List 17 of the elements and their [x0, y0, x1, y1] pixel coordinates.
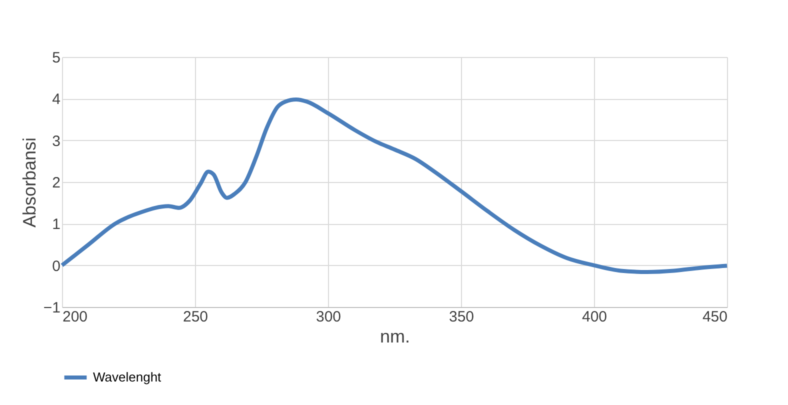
- y-tick-label: 4: [52, 91, 60, 108]
- legend-label: Wavelenght: [93, 370, 162, 384]
- x-tick-label: 300: [316, 308, 342, 326]
- x-tick-label: 450: [702, 308, 728, 326]
- y-tick-label: 1: [52, 216, 60, 234]
- x-tick-label: 350: [448, 308, 474, 326]
- x-axis-title: nm.: [380, 326, 410, 346]
- y-tick-label: −1: [43, 300, 60, 316]
- y-tick-label: 0: [52, 258, 60, 275]
- y-axis-title: Absorbansi: [19, 137, 40, 228]
- y-tick-label: 5: [52, 50, 60, 66]
- x-tick-label: 250: [182, 308, 208, 326]
- y-tick-label: 3: [52, 132, 60, 150]
- x-tick-label: 200: [62, 308, 88, 326]
- line-series: [60, 98, 729, 274]
- x-tick-label: 400: [582, 308, 608, 326]
- y-tick-label: 2: [52, 174, 60, 192]
